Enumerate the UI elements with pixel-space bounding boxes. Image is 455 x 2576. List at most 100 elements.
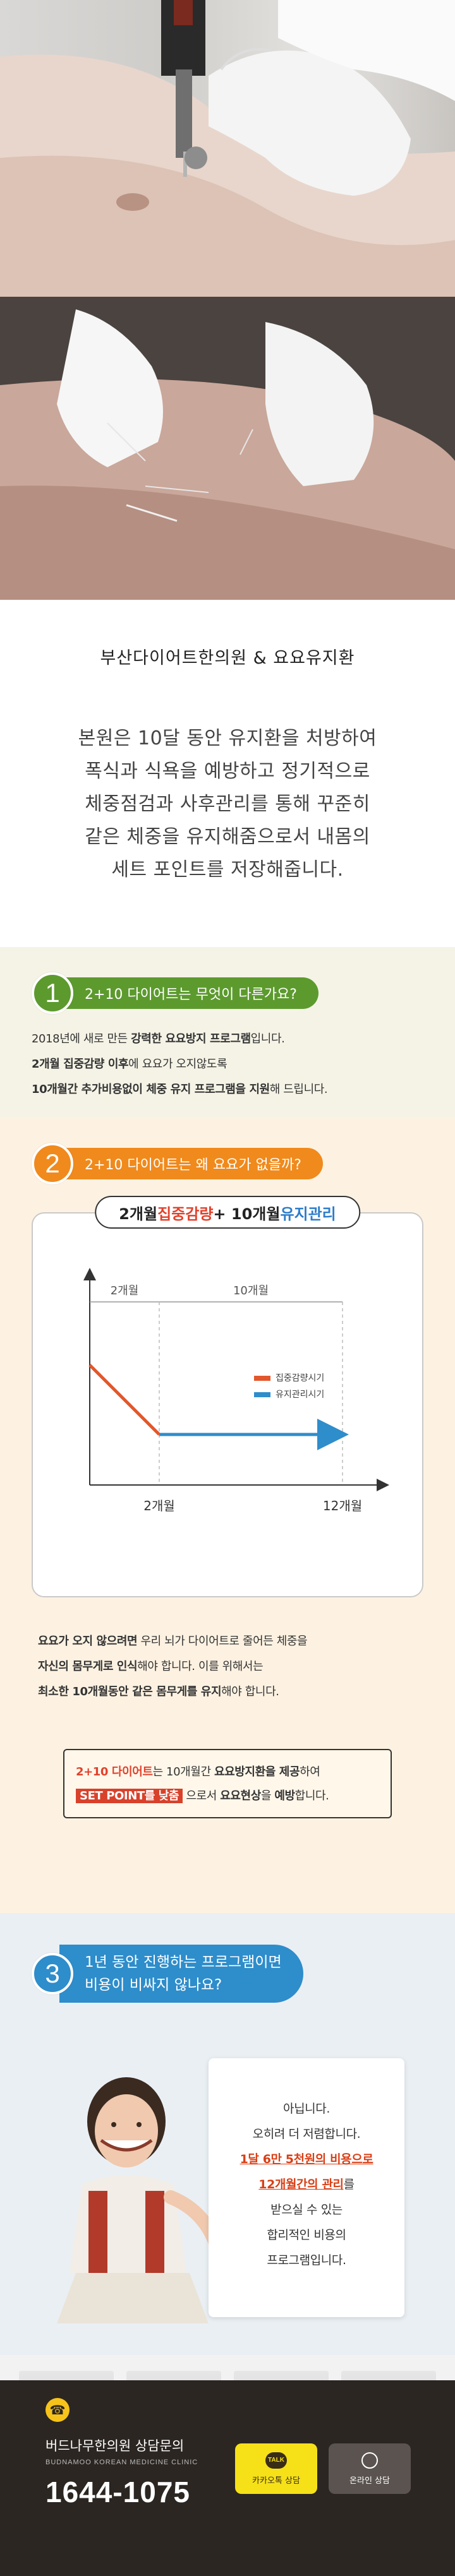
intro-line: 체중점검과 사후관리를 통해 꾸준히	[85, 793, 370, 815]
answer-card: 아닙니다. 오히려 더 저렴합니다. 1달 6만 5천원의 비용으로 12개월간…	[209, 2058, 404, 2317]
legend-swatch	[254, 1376, 270, 1381]
intro-section: 부산다이어트한의원 & 요요유지환 본원은 10달 동안 유지환을 처방하여 폭…	[0, 600, 455, 947]
kakao-talk-icon: TALK	[265, 2452, 287, 2469]
kakao-consult-button[interactable]: TALK 카카오톡 상담	[235, 2443, 317, 2494]
answer-line: 1달 6만 5천원의 비용으로	[209, 2147, 404, 2172]
emphasis-text: 2+10 다이어트	[76, 1765, 153, 1779]
text-span: 우리 뇌가 다이어트로 줄어든 체중을	[137, 1635, 308, 1648]
kakao-consult-label: 카카오톡 상담	[252, 2476, 300, 2486]
online-consult-button[interactable]: 온라인 상담	[329, 2443, 411, 2494]
text-span: 하여	[300, 1765, 320, 1779]
answer-highlight: 1달 6만 5천원의 비용으로	[240, 2152, 373, 2166]
emphasis-text: 예방	[274, 1789, 295, 1803]
arm-needle-illustration	[0, 297, 455, 600]
answer-line: 12개월간의 관리를	[209, 2172, 404, 2197]
answer-line: 아닙니다.	[283, 2102, 330, 2116]
range-label: 2개월	[111, 1284, 139, 1297]
emphasis-text: 2개월 집중감량 이후	[32, 1058, 129, 1071]
note-line: SET POINT를 낮춤 으로서 요요현상을 예방합니다.	[76, 1784, 379, 1808]
title-line: 1년 동안 진행하는 프로그램이면	[85, 1954, 282, 1971]
text-span: 는 10개월간	[152, 1765, 214, 1779]
text-span: 2018년에 새로 만든	[32, 1032, 131, 1046]
section-3-title: 1년 동안 진행하는 프로그램이면 비용이 비싸지 않나요?	[59, 1945, 303, 2003]
section-2-line: 자신의 몸무게로 인식해야 합니다. 이를 위해서는	[38, 1654, 307, 1679]
text-span: 해야 합니다. 이를 위해서는	[137, 1660, 264, 1673]
text-span: + 10개월	[213, 1205, 281, 1223]
section-1-line: 2개월 집중감량 이후에 요요가 오지않도록	[32, 1052, 455, 1077]
section-1-line: 2018년에 새로 만든 강력한 요요방지 프로그램입니다.	[32, 1027, 455, 1052]
chart-title-highlight-red: 집중감량	[157, 1205, 214, 1223]
section-1-text: 2018년에 새로 만든 강력한 요요방지 프로그램입니다. 2개월 집중감량 …	[32, 1027, 455, 1102]
text-span: 을	[260, 1789, 275, 1803]
answer-highlight: 12개월간의 관리	[258, 2178, 344, 2191]
section-1-heading: 1 2+10 다이어트는 무엇이 다른가요?	[32, 972, 455, 1014]
emphasis-text: 요요가 오지 않으려면	[38, 1635, 138, 1648]
chart-title: 2개월 집중감량 + 10개월 유지관리	[95, 1196, 360, 1229]
answer-line: 프로그램입니다.	[267, 2253, 346, 2267]
answer-line: 받으실 수 있는	[270, 2203, 343, 2217]
x-tick-label: 2개월	[143, 1498, 175, 1513]
text-span: 에 요요가 오지않도록	[128, 1058, 228, 1071]
answer-line: 오히려 더 저렴합니다.	[252, 2127, 361, 2141]
section-number-badge: 2	[32, 1143, 73, 1184]
range-label: 10개월	[233, 1284, 269, 1297]
emphasis-text: 자신의 몸무게로 인식	[38, 1660, 138, 1673]
section-1: 1 2+10 다이어트는 무엇이 다른가요? 2018년에 새로 만든 강력한 …	[0, 947, 455, 1118]
phone-icon: ☎	[46, 2398, 70, 2422]
section-1-line: 10개월간 추가비용없이 체중 유지 프로그램을 지원해 드립니다.	[32, 1077, 455, 1102]
headset-icon	[361, 2452, 378, 2469]
highlight-text: SET POINT를 낮춤	[76, 1789, 183, 1803]
text-span: 입니다.	[250, 1032, 285, 1046]
note-line: 2+10 다이어트는 10개월간 요요방지환을 제공하여	[76, 1760, 379, 1784]
consultation-footer: ☎ 버드나무한의원 상담문의 BUDNAMOO KOREAN MEDICINE …	[0, 2380, 455, 2576]
section-2-title: 2+10 다이어트는 왜 요요가 없을까?	[59, 1148, 323, 1179]
chart-title-highlight-blue: 유지관리	[280, 1205, 336, 1223]
answer-line: 합리적인 비용의	[267, 2228, 346, 2242]
text-span: 으로서	[183, 1789, 221, 1803]
x-tick-label: 12개월	[323, 1498, 362, 1513]
footer-phone-number[interactable]: 1644-1075	[46, 2476, 190, 2508]
section-2-heading: 2 2+10 다이어트는 왜 요요가 없을까?	[32, 1143, 455, 1184]
legend-label: 집중감량시기	[276, 1373, 324, 1383]
legend-label: 유지관리시기	[276, 1390, 324, 1400]
intro-text: 본원은 10달 동안 유지환을 처방하여 폭식과 식욕을 예방하고 정기적으로 …	[0, 722, 455, 886]
section-1-title: 2+10 다이어트는 무엇이 다른가요?	[59, 977, 318, 1009]
arm-needle-photo	[0, 297, 455, 600]
text-span: 해 드립니다.	[269, 1083, 328, 1096]
abdomen-needle-photo	[0, 0, 455, 297]
section-3: 3 1년 동안 진행하는 프로그램이면 비용이 비싸지 않나요? 아닙니다. 오…	[0, 1913, 455, 2355]
text-span: 를	[343, 2178, 355, 2191]
legend-swatch	[254, 1392, 270, 1397]
intro-line: 폭식과 식욕을 예방하고 정기적으로	[85, 760, 370, 782]
smiling-woman-illustration	[57, 2077, 222, 2323]
section-2-line: 요요가 오지 않으려면 우리 뇌가 다이어트로 줄어든 체중을	[38, 1629, 308, 1654]
emphasis-text: 요요현상	[220, 1789, 261, 1803]
text-span: 합니다.	[294, 1789, 329, 1803]
text-span: 해야 합니다.	[221, 1685, 279, 1698]
abdomen-needle-illustration	[0, 0, 455, 297]
section-2-text: 요요가 오지 않으려면 우리 뇌가 다이어트로 줄어든 체중을 자신의 몸무게로…	[38, 1629, 308, 1705]
intro-line: 본원은 10달 동안 유지환을 처방하여	[78, 727, 377, 749]
intro-line: 같은 체중을 유지해줌으로서 내몸의	[85, 826, 370, 848]
emphasis-text: 강력한 요요방지 프로그램	[131, 1032, 251, 1046]
footer-title: 버드나무한의원 상담문의	[46, 2438, 185, 2454]
emphasis-text: 최소한 10개월동안 같은 몸무게를 유지	[38, 1685, 222, 1698]
title-line: 비용이 비싸지 않나요?	[85, 1977, 222, 1993]
emphasis-text: 요요방지환을 제공	[214, 1765, 300, 1779]
intro-title: 부산다이어트한의원 & 요요유지환	[100, 648, 355, 668]
emphasis-text: 10개월간 추가비용없이 체중 유지 프로그램을 지원	[32, 1083, 270, 1096]
series-line	[88, 1364, 161, 1436]
section-2-line: 최소한 10개월동안 같은 몸무게를 유지해야 합니다.	[38, 1679, 307, 1705]
footer-subtitle: BUDNAMOO KOREAN MEDICINE CLINIC	[46, 2459, 198, 2466]
section-number-badge: 1	[32, 972, 73, 1014]
text-span: 2개월	[119, 1205, 158, 1223]
section-2: 2 2+10 다이어트는 왜 요요가 없을까? 2개월 집중감량 + 10개월 …	[0, 1118, 455, 1913]
intro-line: 세트 포인트를 저장해줍니다.	[111, 859, 344, 881]
setpoint-note-box: 2+10 다이어트는 10개월간 요요방지환을 제공하여 SET POINT를 …	[63, 1749, 392, 1818]
section-3-heading: 3 1년 동안 진행하는 프로그램이면 비용이 비싸지 않나요?	[32, 1945, 455, 2003]
section-number-badge: 3	[32, 1953, 73, 1995]
online-consult-label: 온라인 상담	[349, 2476, 390, 2486]
